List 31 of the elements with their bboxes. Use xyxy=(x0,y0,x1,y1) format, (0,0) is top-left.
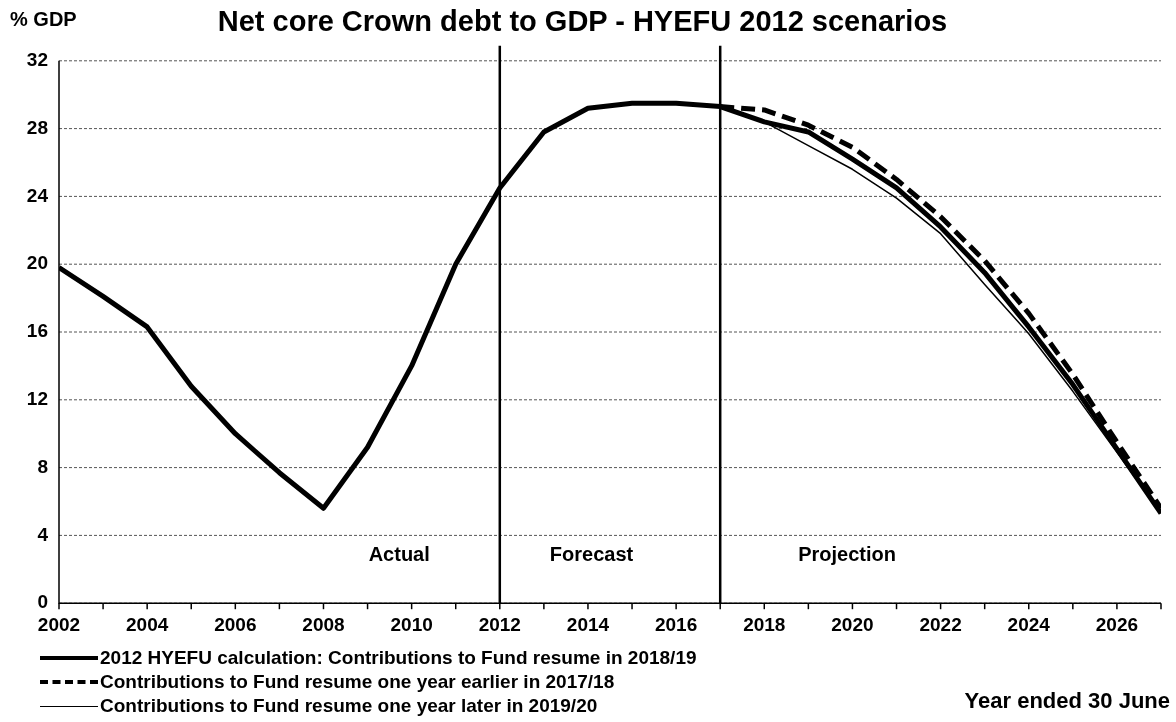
legend-label: 2012 HYEFU calculation: Contributions to Fund resume in 2018/19 xyxy=(100,646,697,670)
x-tick-label: 2014 xyxy=(566,613,610,635)
annotation: Actual xyxy=(368,542,430,565)
legend-label: Contributions to Fund resume one year later in 2019/20 xyxy=(100,694,598,718)
x-tick-label: 2018 xyxy=(743,613,786,635)
annotation: Forecast xyxy=(549,542,634,565)
x-tick-label: 2006 xyxy=(214,613,257,635)
y-tick-label: 16 xyxy=(26,320,48,342)
y-tick-label: 32 xyxy=(26,49,48,71)
x-tick-label: 2010 xyxy=(390,613,433,635)
legend-label: Contributions to Fund resume one year earlier in 2017/18 xyxy=(100,670,615,694)
y-axis-title: % GDP xyxy=(10,8,77,31)
x-axis-title: Year ended 30 June xyxy=(964,688,1170,714)
x-tick-label: 2022 xyxy=(919,613,962,635)
y-tick-label: 12 xyxy=(26,388,48,410)
y-tick-label: 0 xyxy=(37,591,48,613)
x-tick-label: 2020 xyxy=(831,613,874,635)
y-tick-label: 28 xyxy=(26,116,48,138)
x-tick-label: 2004 xyxy=(126,613,169,635)
annotation: Projection xyxy=(798,542,896,565)
x-tick-label: 2026 xyxy=(1095,613,1139,635)
y-tick-label: 4 xyxy=(37,523,49,545)
chart-title: Net core Crown debt to GDP - HYEFU 2012 scenarios xyxy=(217,5,948,38)
x-tick-label: 2002 xyxy=(37,613,81,635)
x-tick-label: 2024 xyxy=(1007,613,1051,635)
x-tick-label: 2008 xyxy=(302,613,345,635)
y-tick-label: 20 xyxy=(26,252,48,274)
y-tick-label: 8 xyxy=(37,455,48,477)
x-tick-label: 2012 xyxy=(478,613,521,635)
y-tick-label: 24 xyxy=(26,184,49,206)
x-tick-label: 2016 xyxy=(654,613,698,635)
